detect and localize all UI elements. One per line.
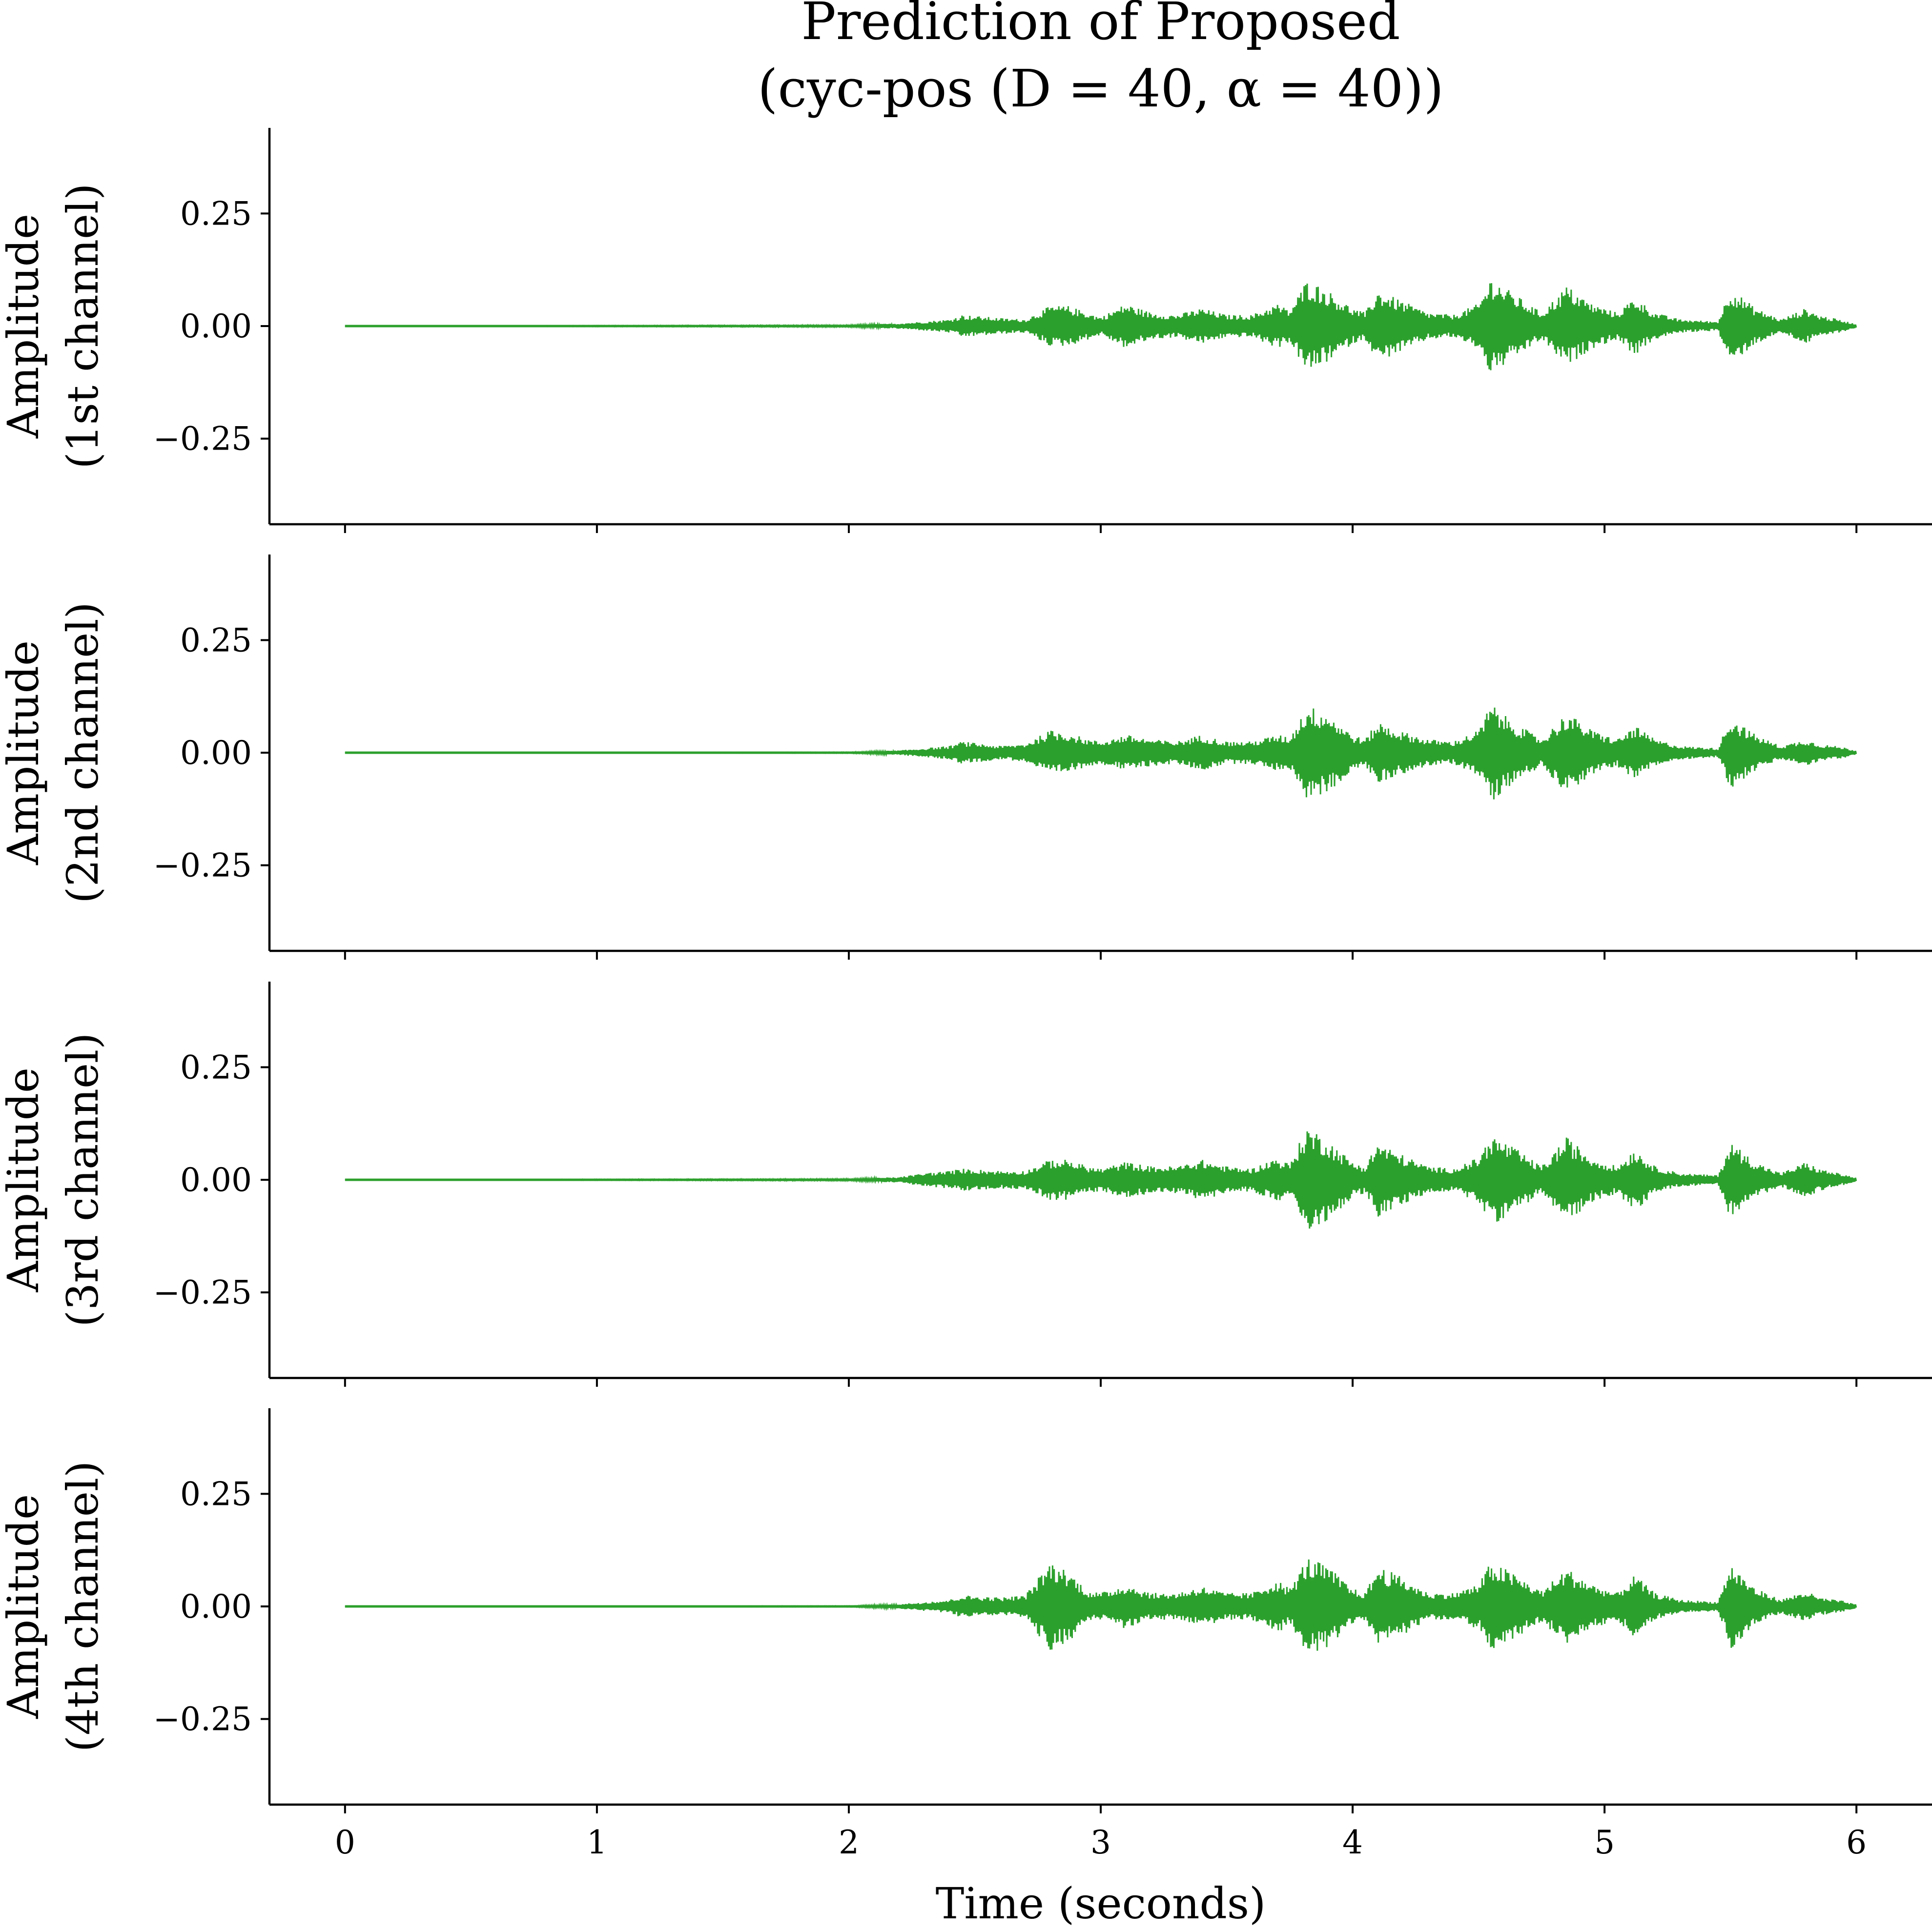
y-axis-label-line2: (4th channel) xyxy=(58,1461,108,1752)
chart-title: Prediction of Proposed xyxy=(801,0,1400,51)
y-tick-label: 0.25 xyxy=(180,621,252,659)
y-axis-label-line1: Amplitude xyxy=(0,1068,48,1293)
panel-3: 0.25 0.00 −0.25 Amplitude (3rd channel) xyxy=(0,982,1932,1387)
x-tick-label: 4 xyxy=(1342,1824,1363,1861)
x-tick-label: 3 xyxy=(1090,1824,1111,1861)
x-tick-label: 6 xyxy=(1846,1824,1867,1861)
y-tick-label: 0.25 xyxy=(180,1048,252,1086)
y-tick-label: 0.00 xyxy=(180,1588,252,1625)
y-axis-label-line1: Amplitude xyxy=(0,1494,48,1719)
waveform-series xyxy=(345,707,1857,800)
y-tick-label: −0.25 xyxy=(153,1701,252,1738)
x-tick-label: 0 xyxy=(335,1824,355,1861)
x-tick-label: 2 xyxy=(839,1824,859,1861)
y-tick-label: 0.00 xyxy=(180,1161,252,1199)
y-tick-label: 0.25 xyxy=(180,1475,252,1513)
y-axis-label-line2: (3rd channel) xyxy=(58,1032,108,1327)
x-tick-label: 5 xyxy=(1594,1824,1615,1861)
y-tick-label: 0.00 xyxy=(180,308,252,345)
y-axis-label-line1: Amplitude xyxy=(0,214,48,439)
waveform-series xyxy=(345,1131,1857,1229)
y-tick-label: −0.25 xyxy=(153,847,252,884)
y-axis-label-line2: (1st channel) xyxy=(58,183,108,469)
x-axis-label: Time (seconds) xyxy=(936,1878,1266,1929)
panel-4: 0.25 0.00 −0.25 0 1 2 3 4 5 6 Amplitude (4th channe… xyxy=(0,1408,1932,1861)
y-tick-label: 0.00 xyxy=(180,734,252,772)
y-tick-label: −0.25 xyxy=(153,1274,252,1312)
panel-1: 0.25 0.00 −0.25 Amplitude (1st channel) xyxy=(0,128,1932,533)
y-axis-label-line1: Amplitude xyxy=(0,640,48,865)
y-axis-label-line2: (2nd channel) xyxy=(58,602,108,904)
y-tick-label: −0.25 xyxy=(153,420,252,458)
y-tick-label: 0.25 xyxy=(180,195,252,232)
waveform-series xyxy=(345,1559,1857,1651)
panel-2: 0.25 0.00 −0.25 Amplitude (2nd channel) xyxy=(0,555,1932,960)
waveform-series xyxy=(345,283,1857,370)
chart-subtitle: (cyc-pos (D = 40, α = 40)) xyxy=(758,59,1444,119)
x-tick-label: 1 xyxy=(587,1824,607,1861)
